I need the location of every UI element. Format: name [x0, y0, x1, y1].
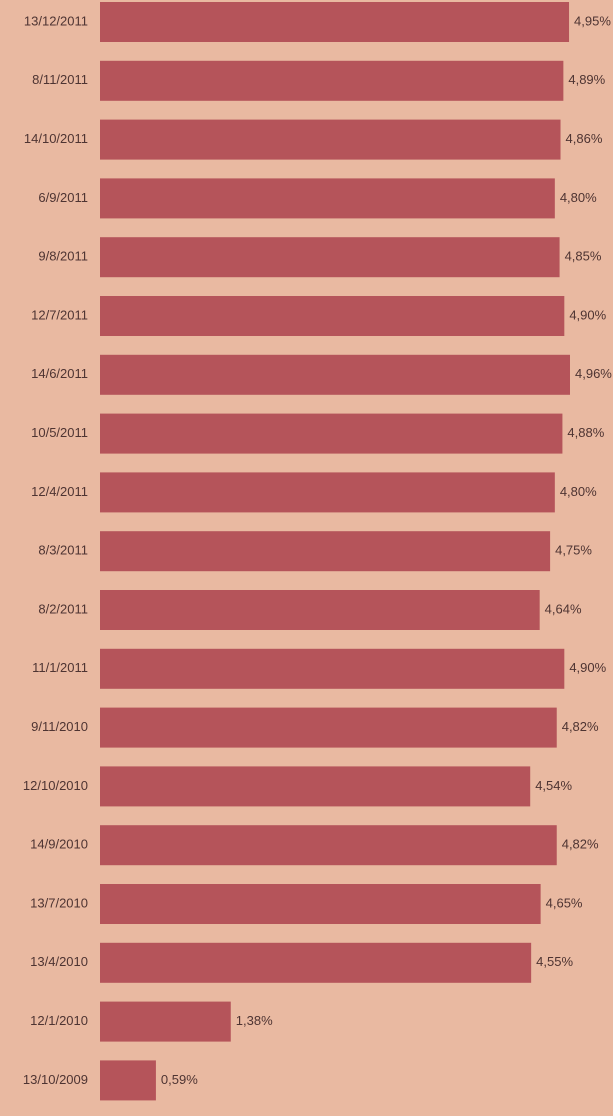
value-label: 4,90%	[569, 660, 606, 675]
value-label: 4,75%	[555, 543, 592, 558]
category-label: 13/4/2010	[30, 954, 88, 969]
value-label: 4,88%	[567, 425, 604, 440]
bar	[100, 590, 540, 630]
value-label: 4,95%	[574, 13, 611, 28]
bar	[100, 296, 565, 336]
value-label: 4,80%	[560, 484, 597, 499]
bar	[100, 648, 565, 689]
bar	[100, 354, 570, 395]
value-label: 1,38%	[236, 1013, 273, 1028]
bar	[100, 472, 555, 513]
category-label: 8/3/2011	[38, 543, 88, 558]
category-label: 12/1/2010	[30, 1013, 88, 1028]
bar	[100, 884, 541, 924]
value-label: 4,96%	[575, 366, 612, 381]
value-label: 0,59%	[161, 1072, 198, 1087]
category-label: 11/1/2011	[32, 660, 88, 675]
bar	[100, 237, 560, 278]
category-label: 12/4/2011	[31, 484, 88, 499]
value-label: 4,55%	[536, 954, 573, 969]
category-label: 10/5/2011	[31, 425, 88, 440]
category-label: 9/8/2011	[38, 249, 88, 264]
bar	[100, 413, 563, 454]
category-label: 14/6/2011	[31, 366, 88, 381]
value-label: 4,86%	[566, 131, 603, 146]
category-label: 12/7/2011	[31, 307, 88, 322]
bar	[100, 1001, 231, 1042]
category-label: 14/9/2010	[30, 837, 88, 852]
category-label: 8/2/2011	[38, 601, 88, 616]
category-label: 13/7/2010	[30, 895, 88, 910]
bar	[100, 531, 551, 572]
bar	[100, 2, 570, 42]
value-label: 4,90%	[569, 307, 606, 322]
bar	[100, 766, 531, 807]
value-label: 4,82%	[562, 837, 599, 852]
bar	[100, 119, 561, 160]
value-label: 4,64%	[545, 601, 582, 616]
value-label: 4,65%	[546, 895, 583, 910]
value-label: 4,85%	[565, 249, 602, 264]
bar	[100, 942, 532, 983]
value-label: 4,54%	[535, 778, 572, 793]
value-label: 4,89%	[568, 72, 605, 87]
bar	[100, 1060, 156, 1101]
category-label: 12/10/2010	[23, 778, 88, 793]
bar	[100, 825, 557, 866]
category-label: 13/12/2011	[24, 13, 88, 28]
category-label: 13/10/2009	[23, 1072, 88, 1087]
value-label: 4,80%	[560, 190, 597, 205]
bar	[100, 60, 564, 101]
value-label: 4,82%	[562, 719, 599, 734]
category-label: 9/11/2010	[31, 719, 88, 734]
category-label: 6/9/2011	[38, 190, 88, 205]
bar	[100, 178, 555, 219]
category-label: 14/10/2011	[24, 131, 88, 146]
category-label: 8/11/2011	[32, 72, 88, 87]
bar	[100, 707, 557, 748]
